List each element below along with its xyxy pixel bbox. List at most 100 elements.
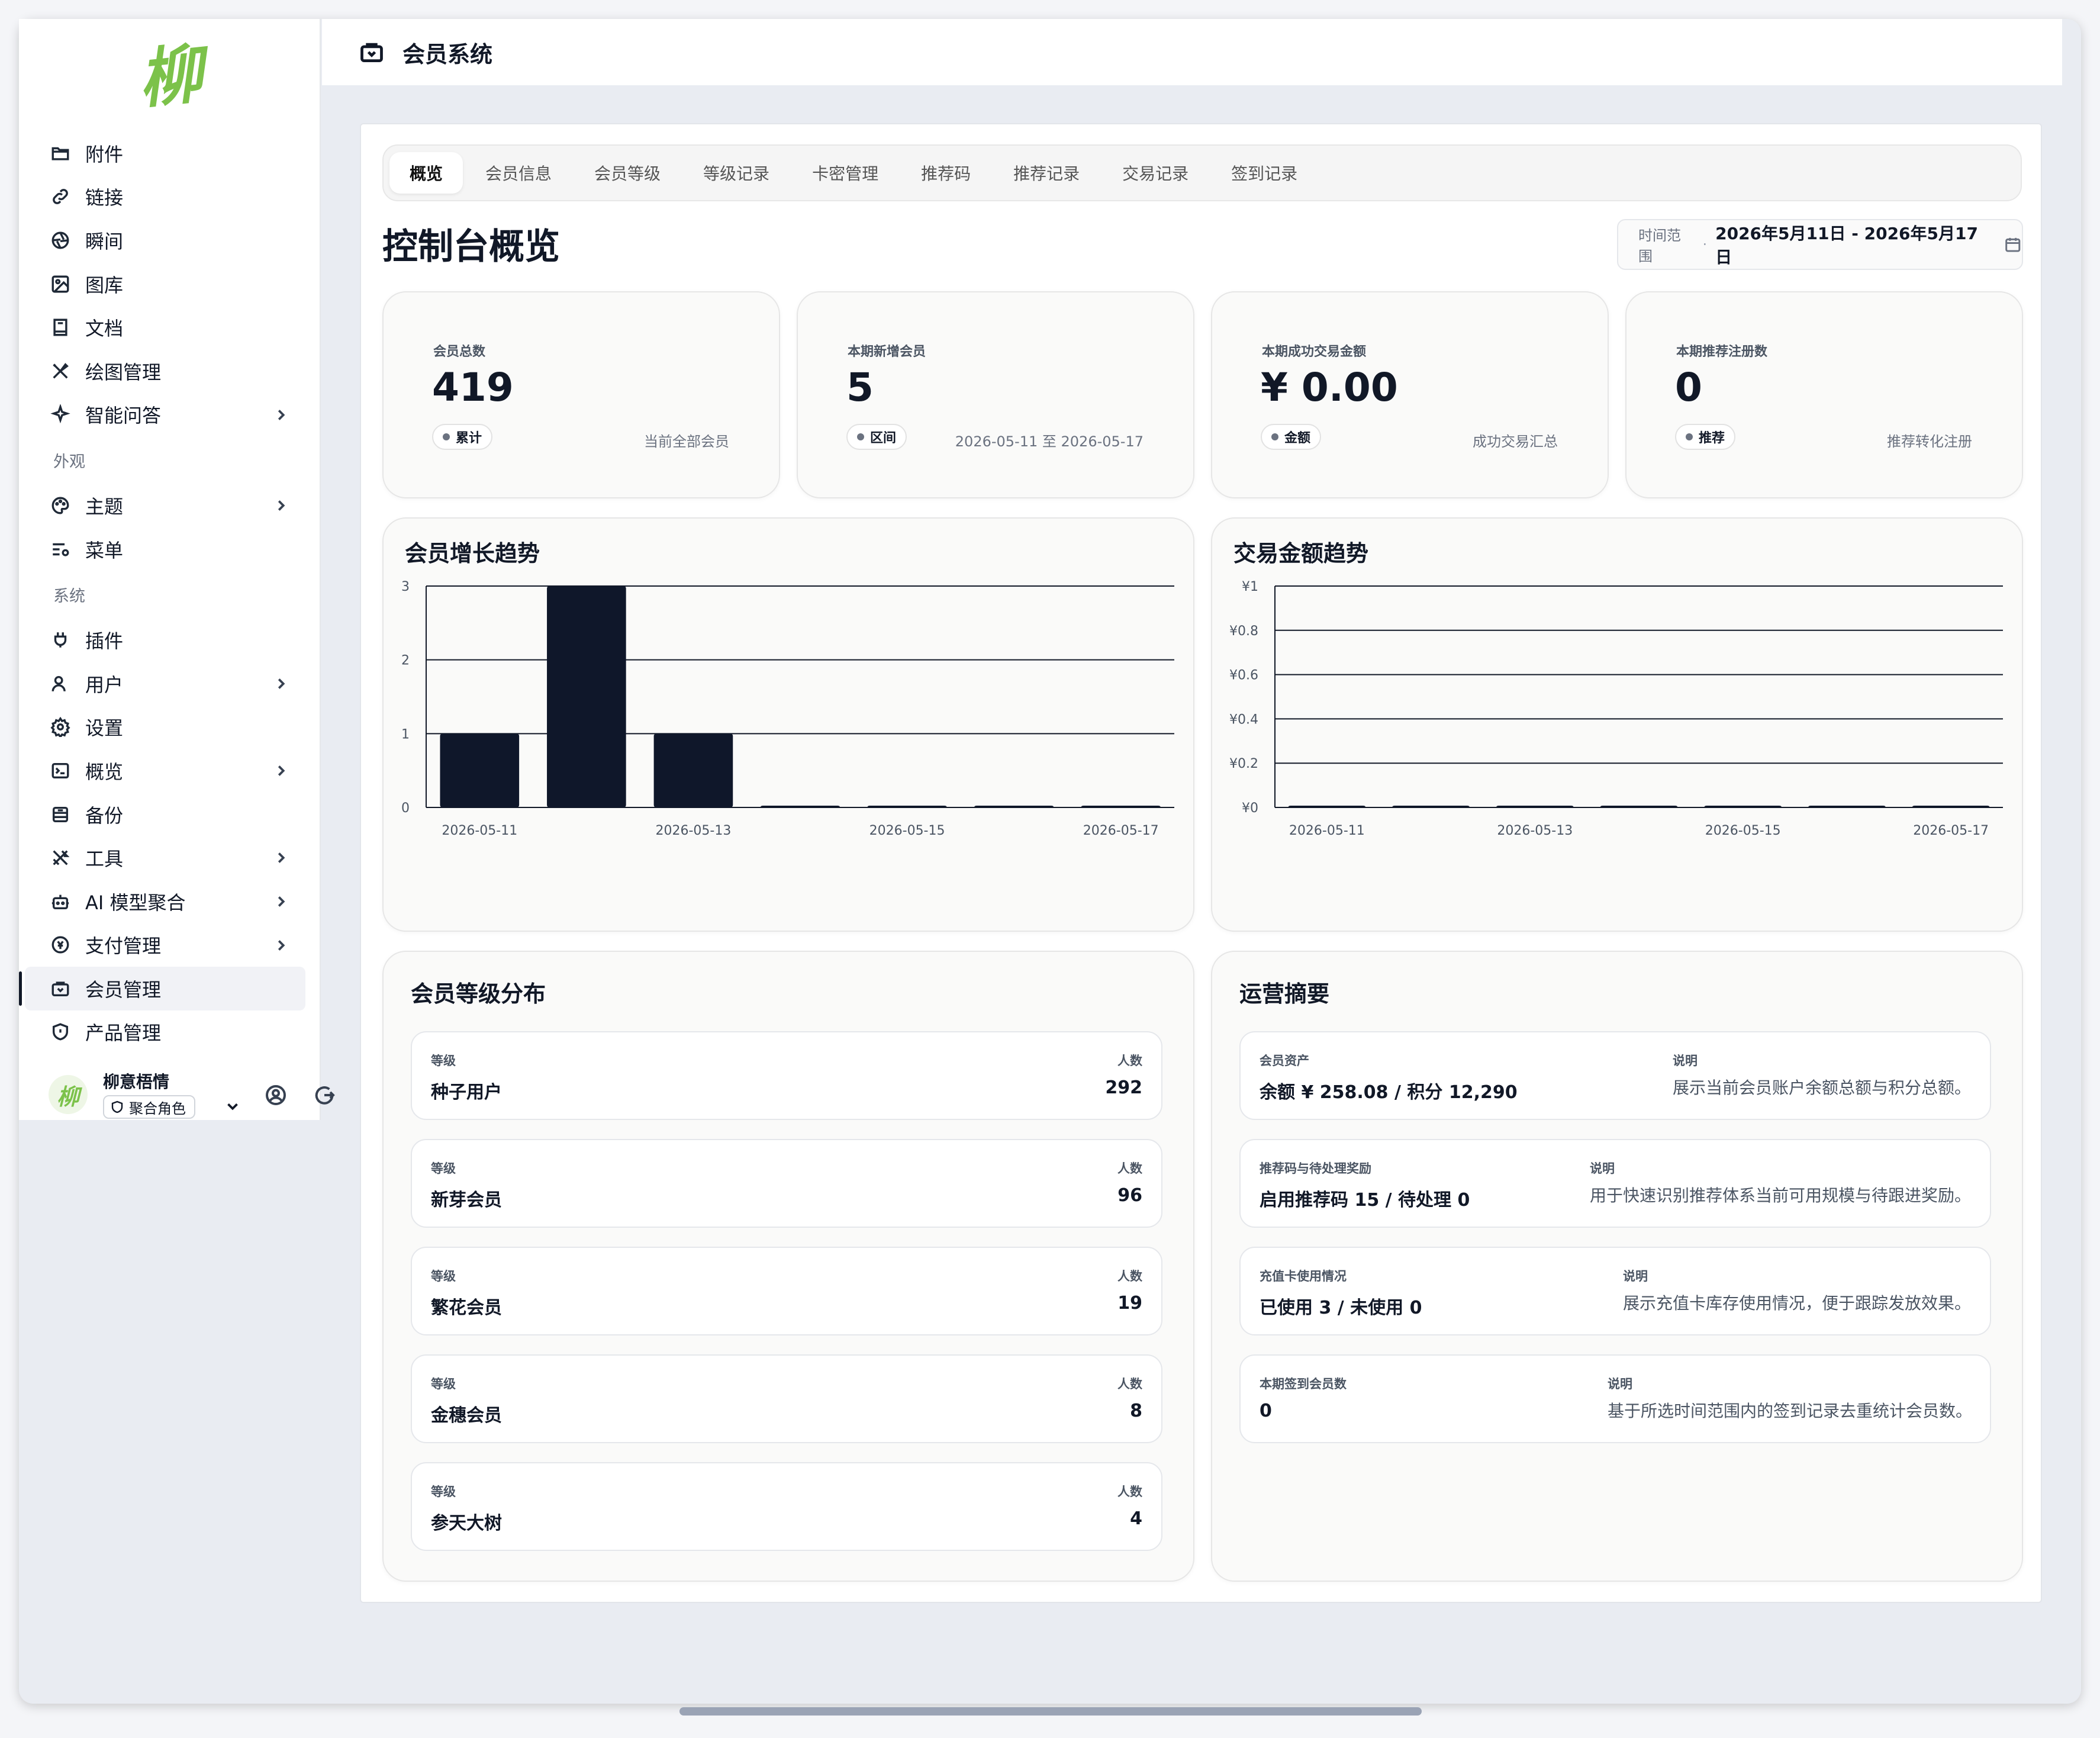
ops-value: 0 <box>1260 1401 1272 1421</box>
sidebar-item-gallery[interactable]: 图库 <box>25 262 305 306</box>
bar[interactable] <box>1912 806 1990 807</box>
bar[interactable] <box>1288 806 1365 807</box>
sidebar-item-ai-models[interactable]: AI 模型聚合 <box>25 880 305 923</box>
sidebar-item-payment[interactable]: 支付管理 <box>25 923 305 967</box>
chevron-down-icon[interactable] <box>224 1097 241 1115</box>
shield-icon <box>49 1020 72 1044</box>
sidebar-item-label: 概览 <box>85 760 124 783</box>
bar[interactable] <box>1081 806 1161 807</box>
x-tick-label: 2026-05-15 <box>869 823 945 838</box>
sidebar-item-menu[interactable]: 菜单 <box>25 527 305 571</box>
stat-badge-label: 累计 <box>456 431 482 446</box>
sidebar-item-backup[interactable]: 备份 <box>25 793 305 836</box>
logo[interactable]: 柳 <box>19 27 321 118</box>
stat-label: 本期成功交易金额 <box>1262 345 1367 359</box>
ops-desc-label: 说明 <box>1673 1054 1698 1068</box>
level-name: 新芽会员 <box>431 1190 502 1211</box>
bar[interactable] <box>1496 806 1574 807</box>
bar[interactable] <box>1704 806 1782 807</box>
bar[interactable] <box>1600 806 1678 807</box>
section-system: 系统 <box>53 587 85 606</box>
sidebar-item-theme[interactable]: 主题 <box>25 484 305 527</box>
sidebar-item-label: 图库 <box>85 273 124 297</box>
tab-bar: 概览 会员信息 会员等级 等级记录 卡密管理 推荐码 推荐记录 交易记录 签到记… <box>382 144 2022 201</box>
sidebar-item-products[interactable]: 产品管理 <box>25 1010 305 1054</box>
sidebar-item-plugins[interactable]: 插件 <box>25 618 305 662</box>
chevron-right-icon <box>272 406 290 424</box>
terminal-icon <box>49 759 72 783</box>
link-icon <box>49 185 72 208</box>
chart-title: 会员增长趋势 <box>405 540 540 567</box>
sidebar-item-users[interactable]: 用户 <box>25 662 305 706</box>
section-title: 运营摘要 <box>1239 981 1330 1007</box>
profile-icon[interactable] <box>264 1083 290 1109</box>
count-key-label: 人数 <box>1117 1377 1142 1391</box>
bar[interactable] <box>547 586 626 807</box>
sidebar-item-label: AI 模型聚合 <box>85 891 186 914</box>
level-row: 等级 种子用户 人数 292 <box>411 1031 1162 1120</box>
sidebar-item-label: 会员管理 <box>85 978 162 1001</box>
badge-dot <box>1686 433 1693 440</box>
folder-icon <box>49 141 72 165</box>
menu-settings-icon <box>49 538 72 561</box>
stat-badge: 推荐 <box>1675 424 1736 450</box>
sidebar-item-smart-qa[interactable]: 智能问答 <box>25 393 305 437</box>
tab-level-records[interactable]: 等级记录 <box>703 164 770 184</box>
level-count: 19 <box>1117 1293 1142 1314</box>
book-icon <box>49 316 72 339</box>
archive-icon <box>49 803 72 826</box>
sidebar-item-links[interactable]: 链接 <box>25 175 305 219</box>
level-row: 等级 参天大树 人数 4 <box>411 1462 1162 1551</box>
ops-row: 充值卡使用情况 已使用 3 / 未使用 0 说明 展示充值卡库存使用情况，便于跟… <box>1239 1247 1991 1335</box>
count-key-label: 人数 <box>1117 1161 1142 1176</box>
tab-member-levels[interactable]: 会员等级 <box>594 164 661 184</box>
count-key-label: 人数 <box>1117 1485 1142 1499</box>
bar[interactable] <box>440 733 520 807</box>
ops-value: 已使用 3 / 未使用 0 <box>1260 1298 1422 1318</box>
sidebar-item-drawing[interactable]: 绘图管理 <box>25 349 305 393</box>
tab-overview[interactable]: 概览 <box>389 152 463 194</box>
sidebar-item-moments[interactable]: 瞬间 <box>25 218 305 262</box>
x-tick-label: 2026-05-13 <box>1497 823 1573 838</box>
sidebar-item-docs[interactable]: 文档 <box>25 305 305 349</box>
bar[interactable] <box>761 806 840 807</box>
sidebar-item-label: 链接 <box>85 186 124 210</box>
tab-referral-codes[interactable]: 推荐码 <box>921 164 971 184</box>
logo-mark: 柳 <box>134 36 207 118</box>
logout-icon[interactable] <box>313 1083 339 1109</box>
sidebar-item-label: 瞬间 <box>85 230 124 253</box>
sidebar-item-settings[interactable]: 设置 <box>25 706 305 749</box>
y-tick-label: 2 <box>401 654 410 668</box>
sidebar: 柳 附件 链接 瞬间 图库 文档 绘图管理 智能问答 <box>19 19 335 1120</box>
main-panel: 概览 会员信息 会员等级 等级记录 卡密管理 推荐码 推荐记录 交易记录 签到记… <box>360 123 2042 1603</box>
bar[interactable] <box>974 806 1054 807</box>
level-key-label: 等级 <box>431 1269 456 1283</box>
bar[interactable] <box>653 733 733 807</box>
tab-checkins[interactable]: 签到记录 <box>1231 164 1298 184</box>
bar[interactable] <box>1392 806 1470 807</box>
sidebar-item-members[interactable]: 会员管理 <box>19 967 305 1010</box>
avatar[interactable]: 柳 <box>49 1075 88 1114</box>
page-title: 控制台概览 <box>382 226 560 268</box>
sidebar-item-overview[interactable]: 概览 <box>25 749 305 793</box>
horizontal-scrollbar[interactable] <box>679 1707 1422 1716</box>
bot-icon <box>49 890 72 913</box>
level-distribution-card: 会员等级分布 等级 种子用户 人数 292 等级 新芽会员 人数 96 等级 繁… <box>382 951 1194 1582</box>
x-tick-label: 2026-05-11 <box>1289 823 1365 838</box>
ops-label: 推荐码与待处理奖励 <box>1260 1161 1371 1176</box>
stat-note: 2026-05-11 至 2026-05-17 <box>955 433 1144 450</box>
ops-desc: 用于快速识别推荐体系当前可用规模与待跟进奖励。 <box>1590 1186 1972 1205</box>
bar[interactable] <box>867 806 947 807</box>
sidebar-item-label: 工具 <box>85 848 124 871</box>
tab-referral-records[interactable]: 推荐记录 <box>1013 164 1080 184</box>
tab-transactions[interactable]: 交易记录 <box>1122 164 1189 184</box>
stat-value: 0 <box>1675 365 1702 410</box>
sidebar-item-attachments[interactable]: 附件 <box>25 131 305 175</box>
tab-member-info[interactable]: 会员信息 <box>485 164 552 184</box>
bar[interactable] <box>1808 806 1886 807</box>
role-switcher[interactable]: 聚合角色 <box>103 1095 195 1119</box>
tab-card-keys[interactable]: 卡密管理 <box>812 164 879 184</box>
sidebar-item-tools[interactable]: 工具 <box>25 836 305 880</box>
date-range-picker[interactable]: 时间范围 · 2026年5月11日 - 2026年5月17日 <box>1617 219 2023 270</box>
stat-value: ¥ 0.00 <box>1261 365 1398 410</box>
